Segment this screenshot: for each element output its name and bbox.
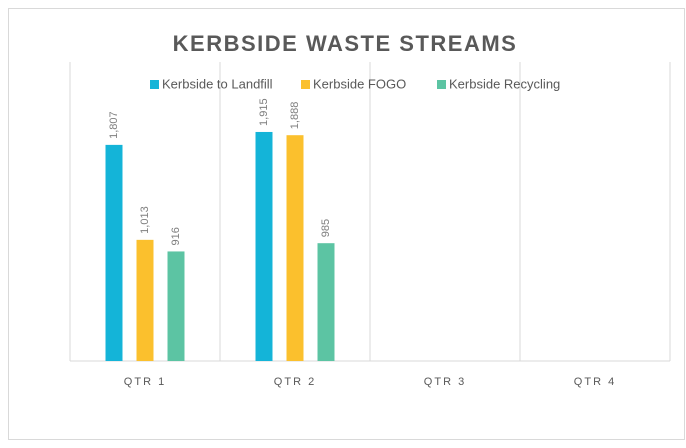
legend-swatch [437, 80, 446, 89]
data-label: 1,807 [108, 111, 120, 139]
x-tick-label: QTR 1 [124, 376, 166, 388]
x-tick-label: QTR 3 [424, 376, 466, 388]
legend-swatch [150, 80, 159, 89]
legend-label: Kerbside Recycling [449, 76, 560, 91]
legend-label: Kerbside to Landfill [162, 76, 273, 91]
data-label: 1,888 [289, 102, 301, 130]
chart-title: KERBSIDE WASTE STREAMS [173, 31, 518, 56]
bar [286, 135, 304, 361]
x-tick-label: QTR 4 [574, 376, 616, 388]
data-label: 1,915 [258, 98, 270, 126]
data-label: 1,013 [139, 206, 151, 234]
bar [167, 251, 185, 361]
x-tick-label: QTR 2 [274, 376, 316, 388]
bar [255, 131, 273, 361]
bar [105, 144, 123, 361]
data-label: 916 [170, 227, 182, 245]
legend-label: Kerbside FOGO [313, 76, 406, 91]
legend-swatch [301, 80, 310, 89]
bar [317, 243, 335, 361]
bar [136, 239, 154, 361]
data-label: 985 [320, 219, 332, 237]
